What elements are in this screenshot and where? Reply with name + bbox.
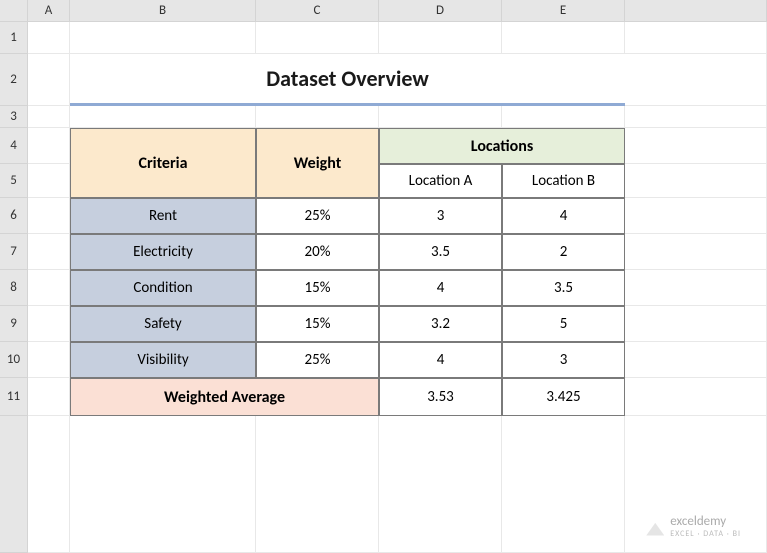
weight-visibility[interactable]: 25% bbox=[256, 342, 379, 378]
weighted-average-label[interactable]: Weighted Average bbox=[70, 378, 379, 416]
col-header-d[interactable]: D bbox=[379, 0, 502, 22]
cell-a11[interactable] bbox=[28, 378, 70, 416]
row-header-1[interactable]: 1 bbox=[0, 22, 28, 54]
row-header-8[interactable]: 8 bbox=[0, 270, 28, 306]
loca-condition[interactable]: 4 bbox=[379, 270, 502, 306]
cell-d12[interactable] bbox=[379, 416, 502, 553]
cell-a7[interactable] bbox=[28, 234, 70, 270]
col-header-a[interactable]: A bbox=[28, 0, 70, 22]
header-location-a[interactable]: Location A bbox=[379, 164, 502, 198]
row-header-4[interactable]: 4 bbox=[0, 128, 28, 164]
cell-b3[interactable] bbox=[70, 106, 256, 128]
cell-a2[interactable] bbox=[28, 54, 70, 106]
cell-a5[interactable] bbox=[28, 164, 70, 198]
cell-f3[interactable] bbox=[625, 106, 767, 128]
header-criteria[interactable]: Criteria bbox=[70, 128, 256, 198]
grid-corner bbox=[0, 0, 28, 22]
cell-e12[interactable] bbox=[502, 416, 625, 553]
cell-a1[interactable] bbox=[28, 22, 70, 54]
criteria-electricity[interactable]: Electricity bbox=[70, 234, 256, 270]
loca-safety[interactable]: 3.2 bbox=[379, 306, 502, 342]
col-header-b[interactable]: B bbox=[70, 0, 256, 22]
cell-f2[interactable] bbox=[625, 54, 767, 106]
header-weight[interactable]: Weight bbox=[256, 128, 379, 198]
cell-c3[interactable] bbox=[256, 106, 379, 128]
cell-f11[interactable] bbox=[625, 378, 767, 416]
cell-f10[interactable] bbox=[625, 342, 767, 378]
page-title[interactable]: Dataset Overview bbox=[70, 54, 625, 106]
cell-f9[interactable] bbox=[625, 306, 767, 342]
weight-condition[interactable]: 15% bbox=[256, 270, 379, 306]
cell-b12[interactable] bbox=[70, 416, 256, 553]
watermark-sub: EXCEL · DATA · BI bbox=[670, 529, 741, 539]
cell-d1[interactable] bbox=[379, 22, 502, 54]
cell-f6[interactable] bbox=[625, 198, 767, 234]
locb-safety[interactable]: 5 bbox=[502, 306, 625, 342]
cell-a10[interactable] bbox=[28, 342, 70, 378]
row-header-5[interactable]: 5 bbox=[0, 164, 28, 198]
locb-electricity[interactable]: 2 bbox=[502, 234, 625, 270]
cell-e1[interactable] bbox=[502, 22, 625, 54]
col-header-e[interactable]: E bbox=[502, 0, 625, 22]
row-header-blank bbox=[0, 416, 28, 553]
cell-a9[interactable] bbox=[28, 306, 70, 342]
watermark-name: exceldemy bbox=[670, 514, 726, 529]
criteria-condition[interactable]: Condition bbox=[70, 270, 256, 306]
row-header-7[interactable]: 7 bbox=[0, 234, 28, 270]
cell-f1[interactable] bbox=[625, 22, 767, 54]
header-location-b[interactable]: Location B bbox=[502, 164, 625, 198]
spreadsheet-grid: A B C D E 1 2 3 4 5 6 7 8 9 10 11 Datase… bbox=[0, 0, 767, 553]
locb-visibility[interactable]: 3 bbox=[502, 342, 625, 378]
locb-rent[interactable]: 4 bbox=[502, 198, 625, 234]
weighted-average-a[interactable]: 3.53 bbox=[379, 378, 502, 416]
cell-f5[interactable] bbox=[625, 164, 767, 198]
cell-a4[interactable] bbox=[28, 128, 70, 164]
cell-a12[interactable] bbox=[28, 416, 70, 553]
criteria-rent[interactable]: Rent bbox=[70, 198, 256, 234]
cell-a8[interactable] bbox=[28, 270, 70, 306]
criteria-visibility[interactable]: Visibility bbox=[70, 342, 256, 378]
weight-safety[interactable]: 15% bbox=[256, 306, 379, 342]
cell-c1[interactable] bbox=[256, 22, 379, 54]
row-header-9[interactable]: 9 bbox=[0, 306, 28, 342]
cell-a6[interactable] bbox=[28, 198, 70, 234]
locb-condition[interactable]: 3.5 bbox=[502, 270, 625, 306]
weighted-average-b[interactable]: 3.425 bbox=[502, 378, 625, 416]
loca-rent[interactable]: 3 bbox=[379, 198, 502, 234]
row-header-10[interactable]: 10 bbox=[0, 342, 28, 378]
col-header-c[interactable]: C bbox=[256, 0, 379, 22]
cell-a3[interactable] bbox=[28, 106, 70, 128]
cell-c12[interactable] bbox=[256, 416, 379, 553]
cell-f7[interactable] bbox=[625, 234, 767, 270]
header-locations[interactable]: Locations bbox=[379, 128, 625, 164]
row-header-11[interactable]: 11 bbox=[0, 378, 28, 416]
cell-f4[interactable] bbox=[625, 128, 767, 164]
row-header-6[interactable]: 6 bbox=[0, 198, 28, 234]
col-header-blank bbox=[625, 0, 767, 22]
weight-rent[interactable]: 25% bbox=[256, 198, 379, 234]
watermark: exceldemy EXCEL · DATA · BI bbox=[646, 514, 741, 539]
cell-e3[interactable] bbox=[502, 106, 625, 128]
loca-electricity[interactable]: 3.5 bbox=[379, 234, 502, 270]
weight-electricity[interactable]: 20% bbox=[256, 234, 379, 270]
watermark-logo-icon bbox=[646, 518, 664, 536]
cell-b1[interactable] bbox=[70, 22, 256, 54]
criteria-safety[interactable]: Safety bbox=[70, 306, 256, 342]
cell-d3[interactable] bbox=[379, 106, 502, 128]
row-header-3[interactable]: 3 bbox=[0, 106, 28, 128]
loca-visibility[interactable]: 4 bbox=[379, 342, 502, 378]
cell-f8[interactable] bbox=[625, 270, 767, 306]
row-header-2[interactable]: 2 bbox=[0, 54, 28, 106]
